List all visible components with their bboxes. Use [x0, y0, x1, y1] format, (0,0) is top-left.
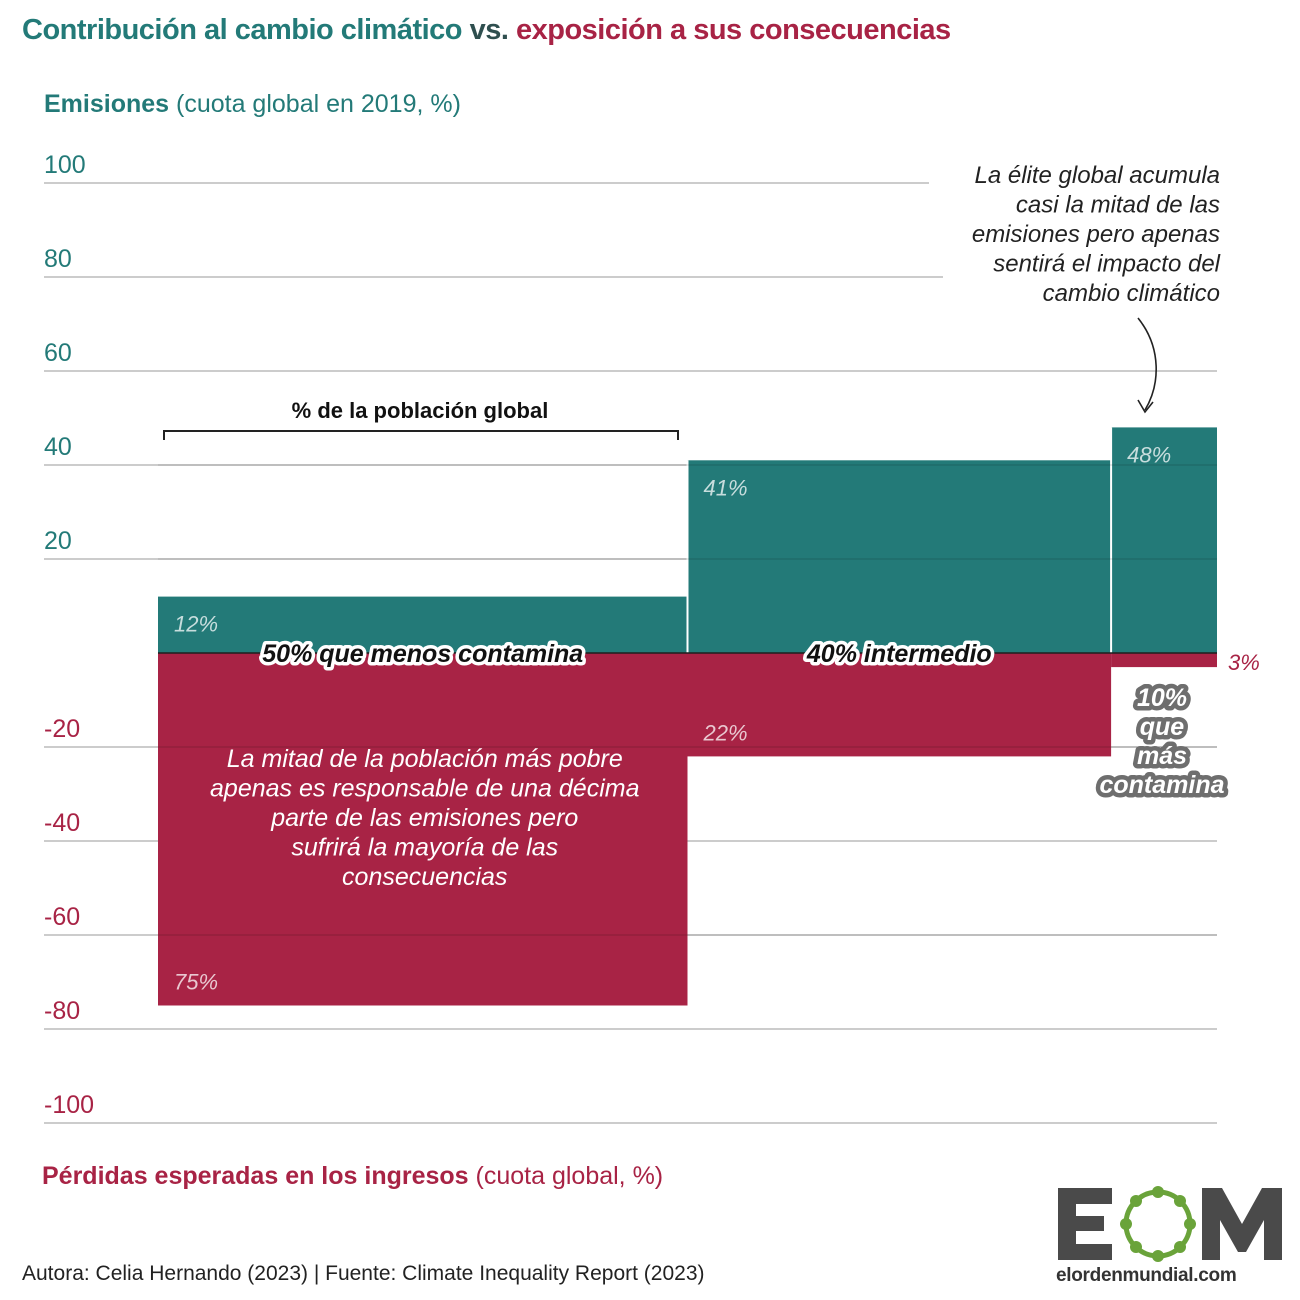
- emissions-bar: [687, 460, 1112, 653]
- title-part-emissions: Contribución al cambio climático: [22, 14, 463, 46]
- y-tick-label: 60: [44, 339, 72, 367]
- annotation-poor-line: sufrirá la mayoría de las: [291, 834, 558, 862]
- losses-value-label: 22%: [703, 720, 748, 745]
- footer-credit: Autora: Celia Hernando (2023) | Fuente: …: [22, 1262, 705, 1285]
- emissions-value-label: 48%: [1127, 442, 1171, 467]
- chart-title: Contribución al cambio climático vs. exp…: [22, 14, 951, 47]
- annotation-elite-line: La élite global acumula: [975, 162, 1221, 189]
- group-label-bottom50: 50% que menos contamina: [262, 640, 583, 668]
- logo-site: elordenmundial.com: [1056, 1265, 1237, 1286]
- emissions-bar: [1111, 427, 1217, 653]
- group-label-top10-line: contamina: [1099, 771, 1224, 799]
- y-axis-label-emissions-bold: Emisiones: [44, 90, 170, 118]
- annotation-poor-line: consecuencias: [342, 863, 507, 891]
- emissions-value-label: 41%: [704, 475, 748, 500]
- logo-e: [1058, 1188, 1112, 1260]
- logo-globe-dots: [1120, 1186, 1196, 1262]
- y-tick-label: 20: [44, 527, 72, 555]
- y-tick-label: -100: [44, 1091, 94, 1119]
- y-tick-label: 40: [44, 433, 72, 461]
- losses-value-label: 3%: [1228, 650, 1260, 675]
- y-tick-label: -40: [44, 809, 80, 837]
- eom-logo: [1058, 1186, 1282, 1262]
- y-axis-label-losses: Pérdidas esperadas en los ingresos (cuot…: [42, 1162, 663, 1191]
- annotation-arrow: [1137, 317, 1157, 411]
- population-bracket-label: % de la población global: [292, 398, 549, 423]
- losses-value-label: 75%: [174, 970, 218, 995]
- title-part-losses: exposición a sus consecuencias: [515, 14, 951, 46]
- y-axis-label-losses-rest: (cuota global, %): [468, 1162, 664, 1190]
- group-label-top10-line: 10%: [1137, 684, 1187, 712]
- emissions-value-label: 12%: [174, 612, 218, 637]
- group-label-top10-line: que: [1140, 713, 1185, 741]
- y-tick-label: -80: [44, 997, 80, 1025]
- emissions-bar: [158, 596, 688, 653]
- losses-bar: [1111, 653, 1217, 668]
- annotation-arrowhead: [1137, 399, 1154, 414]
- losses-bar: [158, 653, 688, 1006]
- annotation-elite-line: cambio climático: [1043, 280, 1220, 307]
- annotation-elite-line: sentirá el impacto del: [993, 251, 1220, 278]
- y-tick-label: -20: [44, 715, 80, 743]
- annotation-poor-line: La mitad de la población más pobre: [227, 745, 623, 773]
- logo-m: [1202, 1188, 1282, 1260]
- title-part-vs: vs.: [469, 14, 509, 46]
- y-tick-label: 80: [44, 245, 72, 273]
- losses-bar: [687, 653, 1112, 757]
- group-label-top10-line: más: [1137, 742, 1187, 770]
- y-tick-label: 100: [44, 151, 86, 179]
- annotation-poor-line: apenas es responsable de una décima: [210, 775, 640, 803]
- y-tick-label: -60: [44, 903, 80, 931]
- y-axis-label-emissions-rest: (cuota global en 2019, %): [169, 90, 461, 118]
- y-axis-label-losses-bold: Pérdidas esperadas en los ingresos: [42, 1162, 469, 1190]
- group-label-middle40: 40% intermedio: [806, 640, 992, 668]
- population-bracket: [163, 430, 679, 440]
- y-axis-label-emissions: Emisiones (cuota global en 2019, %): [44, 90, 461, 119]
- annotation-elite-line: casi la mitad de las: [1016, 192, 1220, 219]
- annotation-poor-line: parte de las emisiones pero: [270, 804, 578, 832]
- annotation-elite-line: emisiones pero apenas: [972, 221, 1220, 248]
